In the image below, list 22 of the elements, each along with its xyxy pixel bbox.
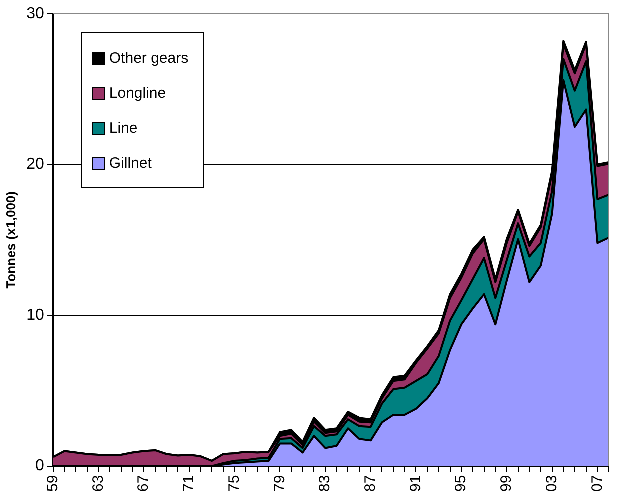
x-tick-label: 07 <box>588 475 606 492</box>
y-tick-label: 20 <box>26 156 44 174</box>
x-tick-label: 75 <box>226 475 243 492</box>
legend-label: Other gears <box>109 50 189 67</box>
x-tick-label: 63 <box>90 475 107 492</box>
x-tick-label: 59 <box>44 475 62 492</box>
x-tick-label: 83 <box>316 475 334 492</box>
x-tick-label: 91 <box>407 475 424 492</box>
legend-label: Longline <box>109 85 166 102</box>
x-tick-label: 99 <box>498 475 516 492</box>
x-tick-label: 03 <box>543 475 560 492</box>
y-tick-label: 0 <box>35 458 44 475</box>
x-tick-label: 95 <box>452 475 470 492</box>
x-tick-label: 71 <box>180 475 198 492</box>
legend-label: Line <box>109 120 138 137</box>
x-tick-label: 87 <box>362 475 380 492</box>
y-tick-label: 30 <box>26 5 44 22</box>
y-axis-title: Tonnes (x1,000) <box>3 192 18 289</box>
x-tick-label: 79 <box>271 475 288 492</box>
legend-label: Gillnet <box>109 155 152 172</box>
y-tick-label: 10 <box>26 306 44 324</box>
x-tick-label: 67 <box>135 475 152 492</box>
